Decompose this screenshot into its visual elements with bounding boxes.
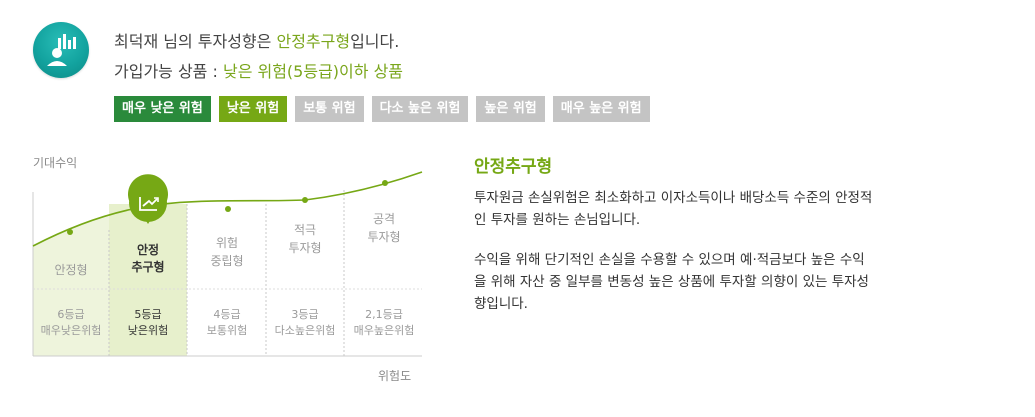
type-label-stable-seeking-1: 안정: [137, 242, 159, 257]
grade-3-desc: 다소높은위험: [275, 324, 336, 337]
description-paragraph-2: 수익을 위해 단기적인 손실을 수용할 수 있으며 예·적금보다 높은 수익을 …: [474, 252, 869, 312]
profile-type: 안정추구형: [276, 32, 351, 51]
curve-point: [67, 229, 73, 235]
curve-point: [382, 180, 388, 186]
grade-2-1-desc: 매우높은위험: [354, 324, 415, 337]
risk-return-svg: 기대수익 위험도 안정형 안정 추구형 위험 중립형 적극 투자형 공격 투자형…: [32, 156, 423, 383]
curve-point: [302, 197, 308, 203]
grade-4: 4등급: [213, 308, 240, 321]
grade-3: 3등급: [291, 308, 318, 321]
profile-suffix: 입니다.: [350, 32, 400, 51]
type-label-aggressive-1: 공격: [373, 212, 395, 226]
trend-arrow-icon: [127, 174, 168, 224]
eligible-value: 낮은 위험(5등급)이하 상품: [222, 62, 404, 81]
eligible-products: 가입가능 상품 : 낮은 위험(5등급)이하 상품: [114, 58, 403, 82]
description-paragraph-1: 투자원금 손실위험은 최소화하고 이자소득이나 배당소득 수준의 안정적인 투자…: [474, 190, 873, 228]
x-axis-label: 위험도: [378, 369, 411, 383]
risk-pill-somewhat-high: 다소 높은 위험: [371, 96, 469, 122]
profile-prefix: 최덕재 님의 투자성향은: [114, 32, 277, 51]
type-label-active-1: 적극: [294, 223, 316, 237]
type-label-active-2: 투자형: [288, 241, 321, 255]
risk-pill-very-low: 매우 낮은 위험: [114, 96, 211, 122]
grade-5-desc: 낮은위험: [128, 324, 168, 337]
description-title: 안정추구형: [474, 157, 553, 177]
eligible-label: 가입가능 상품 :: [114, 62, 223, 81]
grade-5: 5등급: [134, 308, 161, 321]
grade-4-desc: 보통위험: [207, 324, 247, 337]
risk-pill-low: 낮은 위험: [218, 96, 288, 122]
profile-summary: 최덕재 님의 투자성향은 안정추구형입니다.: [114, 28, 399, 52]
type-label-stable: 안정형: [54, 263, 87, 277]
return-curve: [32, 171, 423, 247]
type-label-aggressive-2: 투자형: [367, 230, 400, 244]
investor-avatar: [33, 22, 89, 78]
type-label-neutral-1: 위험: [216, 236, 238, 250]
risk-pill-moderate: 보통 위험: [295, 96, 364, 122]
risk-pill-very-high: 매우 높은 위험: [552, 96, 650, 122]
investor-chart-icon: [47, 34, 76, 66]
grade-6: 6등급: [57, 308, 84, 321]
type-label-stable-seeking-2: 추구형: [131, 259, 164, 274]
y-axis-label: 기대수익: [33, 156, 77, 170]
type-label-neutral-2: 중립형: [210, 254, 243, 268]
curve-point: [225, 206, 231, 212]
selected-column-highlight: [109, 204, 187, 356]
risk-return-chart: 기대수익 위험도 안정형 안정 추구형 위험 중립형 적극 투자형 공격 투자형…: [0, 140, 460, 413]
risk-level-bar: 매우 낮은 위험 낮은 위험 보통 위험 다소 높은 위험 높은 위험 매우 높…: [114, 96, 650, 122]
grade-6-desc: 매우낮은위험: [41, 324, 102, 337]
risk-pill-high: 높은 위험: [476, 96, 545, 122]
grade-2-1: 2,1등급: [365, 308, 403, 321]
